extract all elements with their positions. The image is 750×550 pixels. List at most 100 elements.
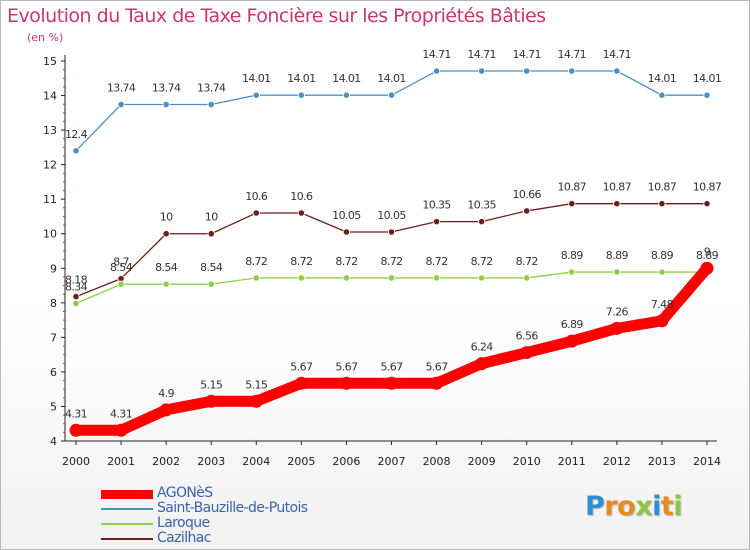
data-point: [252, 274, 260, 282]
data-point: [568, 268, 576, 276]
data-label: 10.6: [290, 190, 313, 203]
data-label: 14.01: [693, 72, 722, 85]
y-tick-label: 4: [50, 435, 57, 448]
data-point: [252, 91, 260, 99]
data-label: 8.7: [113, 256, 129, 269]
data-point: [658, 268, 666, 276]
data-label: 10.35: [422, 199, 451, 212]
data-label: 14.71: [512, 48, 541, 61]
data-point: [520, 346, 534, 360]
data-point: [207, 280, 215, 288]
x-tick-label: 2006: [332, 455, 360, 468]
legend-label: Cazilhac: [157, 530, 211, 546]
data-label: 14.01: [377, 72, 406, 85]
data-point: [700, 261, 714, 275]
data-label: 8.34: [65, 281, 88, 294]
data-point: [342, 91, 351, 99]
data-point: [430, 376, 444, 390]
x-tick-label: 2012: [603, 455, 631, 468]
data-label: 10.6: [245, 190, 268, 203]
data-point: [523, 274, 531, 282]
x-tick-label: 2007: [378, 455, 406, 468]
data-label: 4.31: [110, 407, 132, 420]
data-point: [162, 100, 170, 109]
data-point: [162, 280, 170, 288]
x-tick-label: 2008: [423, 455, 451, 468]
x-tick-label: 2002: [152, 455, 180, 468]
data-label: 10.66: [512, 188, 541, 201]
data-label: 8.72: [245, 255, 267, 268]
legend-swatch: [101, 523, 153, 525]
data-label: 8.54: [155, 261, 178, 274]
data-point: [252, 209, 260, 217]
data-point: [475, 357, 489, 371]
data-point: [523, 207, 531, 215]
data-point: [523, 67, 531, 75]
legend-swatch: [101, 490, 153, 499]
data-label: 10.87: [603, 181, 632, 194]
y-tick-label: 10: [43, 228, 57, 241]
data-label: 8.54: [110, 261, 133, 274]
y-tick-label: 7: [50, 331, 57, 344]
data-label: 14.01: [332, 72, 361, 85]
data-point: [117, 100, 125, 109]
y-tick-label: 5: [50, 400, 57, 413]
legend-swatch: [101, 538, 153, 540]
data-label: 14.71: [558, 48, 587, 61]
data-point: [703, 91, 711, 99]
data-point: [207, 230, 215, 238]
data-point: [297, 274, 305, 282]
data-label: 14.71: [422, 48, 451, 61]
logo-letter: P: [585, 491, 605, 522]
data-point: [432, 67, 441, 75]
x-tick-label: 2009: [468, 455, 496, 468]
data-label: 8.89: [606, 249, 629, 262]
logo-letter: x: [635, 491, 653, 522]
data-label: 14.01: [648, 72, 677, 85]
data-point: [613, 268, 621, 276]
data-label: 12.4: [65, 128, 88, 141]
data-label: 8.89: [696, 249, 719, 262]
data-label: 8.72: [290, 255, 312, 268]
data-point: [478, 67, 486, 75]
data-point: [72, 292, 80, 301]
x-tick-label: 2000: [62, 455, 90, 468]
y-tick-label: 13: [43, 124, 57, 137]
x-tick-label: 2003: [197, 455, 225, 468]
x-tick-label: 2004: [242, 455, 270, 468]
data-point: [294, 376, 308, 390]
y-tick-label: 8: [50, 297, 57, 310]
data-label: 8.18: [65, 274, 88, 287]
data-point: [568, 200, 576, 208]
data-point: [207, 100, 215, 109]
legend-label: Laroque: [157, 515, 210, 531]
data-point: [117, 280, 125, 288]
data-label: 10.87: [558, 181, 587, 194]
data-point: [342, 228, 351, 236]
data-point: [432, 218, 441, 226]
data-label: 4.31: [65, 407, 87, 420]
data-point: [432, 274, 441, 282]
x-tick-label: 2013: [648, 455, 676, 468]
x-tick-label: 2011: [558, 455, 586, 468]
data-label: 9: [704, 245, 711, 258]
data-label: 8.72: [426, 255, 448, 268]
data-point: [339, 376, 353, 390]
data-point: [204, 394, 218, 408]
data-label: 14.71: [603, 48, 632, 61]
data-label: 5.15: [245, 378, 268, 391]
chart-unit-label: (en %): [27, 31, 64, 44]
legend-label: Saint-Bauzille-de-Putois: [157, 500, 308, 516]
data-point: [658, 91, 666, 99]
data-point: [658, 200, 666, 208]
data-point: [478, 274, 486, 282]
data-label: 8.89: [561, 249, 584, 262]
logo-letter: i: [673, 491, 683, 522]
data-label: 6.56: [516, 330, 539, 343]
data-point: [387, 91, 396, 99]
data-point: [297, 91, 305, 99]
y-tick-label: 6: [50, 366, 57, 379]
data-label: 14.71: [467, 48, 496, 61]
x-tick-label: 2005: [287, 455, 315, 468]
